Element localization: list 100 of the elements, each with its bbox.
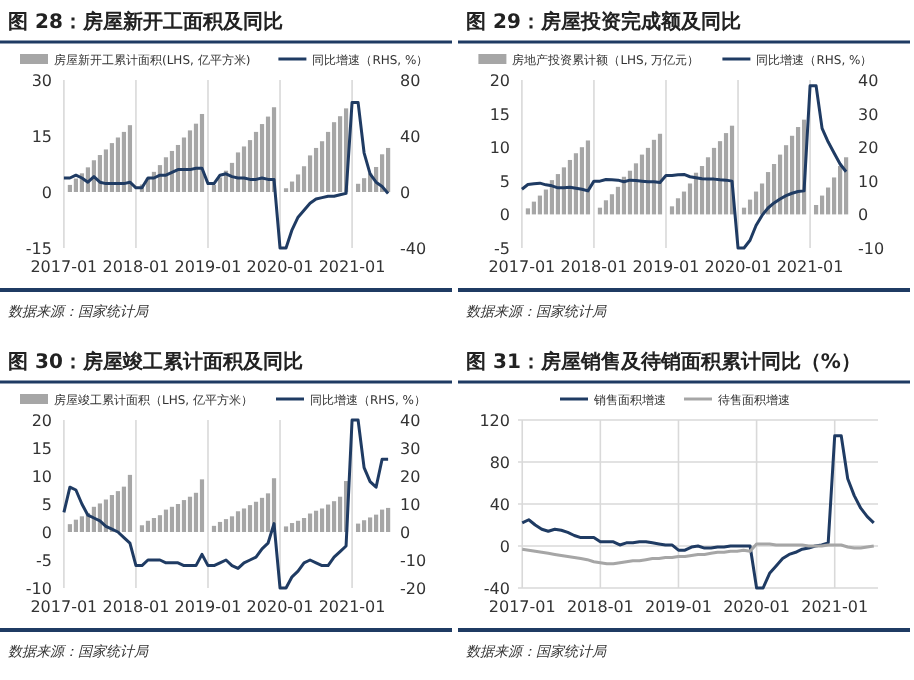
- bar: [115, 137, 121, 192]
- bar: [67, 524, 73, 532]
- y-tick-label: 80: [489, 454, 510, 472]
- y-tick-label: 5: [41, 496, 52, 514]
- y-tick-label: 15: [31, 440, 52, 458]
- bar: [361, 520, 367, 532]
- bar: [386, 147, 391, 192]
- y2-tick-label: 10: [400, 496, 421, 514]
- bar: [795, 127, 801, 215]
- y-tick-label: 10: [31, 468, 52, 486]
- bar: [211, 525, 217, 532]
- bar: [645, 147, 651, 215]
- bar: [295, 520, 301, 532]
- y2-tick-label: 30: [400, 440, 421, 458]
- bar: [151, 518, 157, 532]
- bar: [669, 206, 675, 215]
- bar: [579, 147, 585, 215]
- y-tick-label: 40: [489, 496, 510, 514]
- bar: [747, 199, 753, 215]
- bar: [157, 515, 163, 532]
- line-series: [62, 100, 390, 250]
- bar: [675, 198, 681, 215]
- y-tick-label: 0: [41, 184, 52, 202]
- chart-title: 图 30：房屋竣工累计面积及同比: [8, 350, 303, 374]
- bar: [331, 501, 337, 532]
- y-tick-label: -5: [494, 240, 510, 258]
- y2-tick-label: -20: [400, 580, 427, 598]
- y-tick-label: 5: [499, 172, 510, 191]
- bar: [337, 116, 343, 192]
- bar: [753, 191, 759, 215]
- y-tick-label: -10: [25, 580, 52, 598]
- y2-tick-label: -10: [400, 552, 427, 570]
- line-series: [520, 542, 876, 566]
- y2-tick-label: 40: [858, 72, 879, 90]
- x-tick-label: 2018-01: [560, 258, 628, 276]
- chart-title: 图 31：房屋销售及待销面积累计同比（%）: [466, 350, 861, 374]
- x-tick-label: 2017-01: [488, 598, 556, 616]
- bar: [819, 195, 825, 215]
- x-tick-label: 2018-01: [566, 598, 634, 616]
- bar: [789, 135, 795, 215]
- bar: [573, 153, 579, 215]
- y-tick-label: -5: [36, 552, 52, 570]
- bar: [525, 208, 531, 215]
- bar: [169, 506, 175, 532]
- x-tick-label: 2017-01: [488, 258, 556, 276]
- bar: [229, 516, 235, 532]
- line-series: [520, 84, 848, 250]
- bar: [241, 508, 247, 532]
- y2-tick-label: -40: [400, 240, 427, 258]
- x-tick-label: 2020-01: [723, 598, 791, 616]
- x-tick-label: 2019-01: [174, 258, 242, 276]
- bar: [585, 140, 591, 215]
- bar: [181, 500, 187, 532]
- x-tick-label: 2019-01: [174, 598, 242, 616]
- x-tick-label: 2018-01: [102, 598, 170, 616]
- bar: [259, 124, 265, 192]
- bar: [307, 155, 313, 192]
- bar: [187, 130, 193, 192]
- bar: [723, 133, 729, 215]
- bar: [211, 184, 217, 192]
- y-tick-label: 20: [489, 72, 510, 90]
- y-tick-label: 0: [499, 538, 510, 556]
- bar: [223, 519, 229, 532]
- bar: [657, 133, 663, 215]
- bar: [187, 496, 193, 532]
- x-tick-label: 2020-01: [246, 258, 314, 276]
- bar: [813, 204, 819, 215]
- x-tick-label: 2020-01: [704, 258, 772, 276]
- bar: [121, 131, 127, 192]
- bar: [283, 526, 289, 532]
- bar: [79, 516, 85, 532]
- bar: [307, 513, 313, 532]
- chart-title: 图 28：房屋新开工面积及同比: [8, 10, 283, 34]
- y2-tick-label: 30: [858, 105, 879, 124]
- bar: [313, 510, 319, 532]
- y-tick-label: -40: [483, 580, 510, 598]
- bar: [253, 131, 259, 192]
- bar: [355, 183, 361, 192]
- bar: [139, 525, 145, 532]
- y-tick-label: 20: [31, 412, 52, 430]
- bar: [127, 125, 133, 192]
- y2-tick-label: 80: [400, 72, 421, 90]
- bar: [386, 507, 391, 532]
- bar: [367, 517, 373, 532]
- bar: [145, 520, 151, 532]
- y-tick-label: 120: [479, 412, 510, 430]
- y2-tick-label: 10: [858, 172, 879, 191]
- bar: [259, 497, 265, 532]
- x-tick-label: 2017-01: [30, 258, 98, 276]
- y-tick-label: 0: [41, 524, 52, 542]
- bar: [603, 200, 609, 215]
- x-tick-label: 2020-01: [246, 598, 314, 616]
- line-series: [62, 418, 390, 590]
- x-tick-label: 2017-01: [30, 598, 98, 616]
- y-tick-label: 30: [31, 72, 52, 90]
- y2-tick-label: 20: [858, 139, 879, 158]
- bar: [313, 147, 319, 192]
- bar: [289, 523, 295, 532]
- bar: [175, 504, 181, 532]
- y-tick-label: 0: [499, 206, 510, 225]
